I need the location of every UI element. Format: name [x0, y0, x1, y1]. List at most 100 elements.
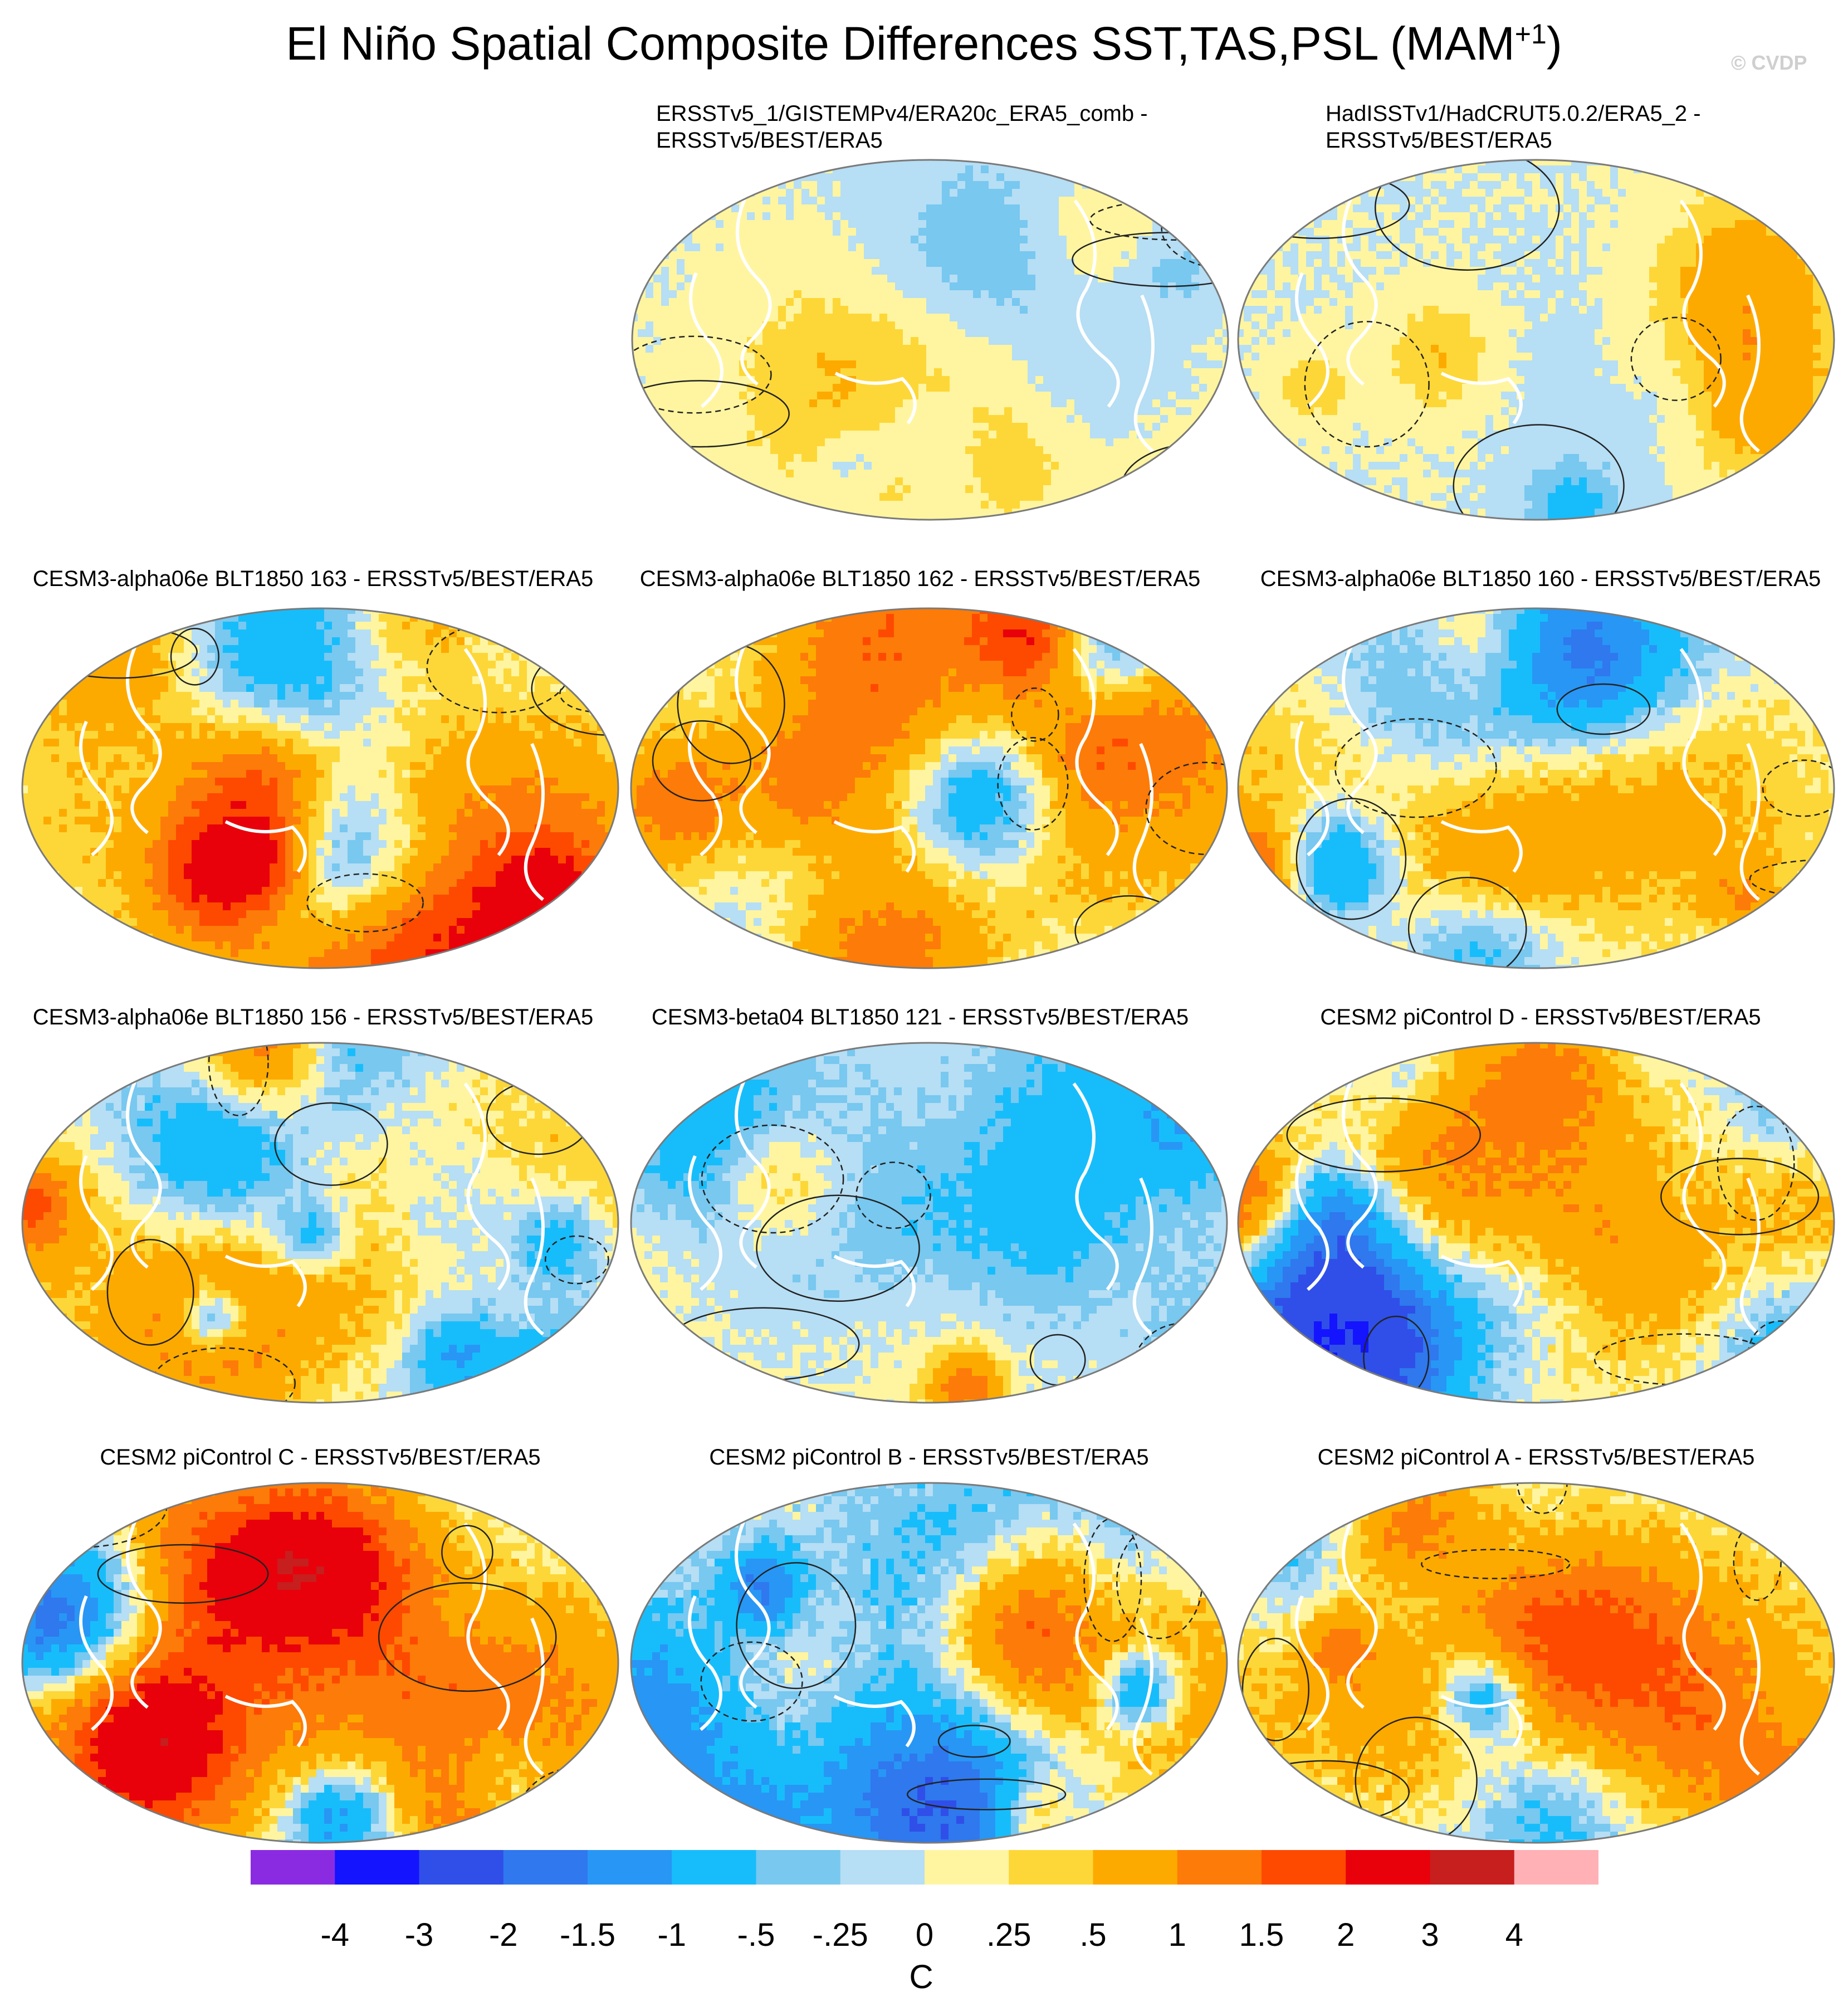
- field-cell: [1337, 251, 1346, 260]
- field-cell: [1275, 251, 1283, 260]
- field-cell: [677, 298, 685, 306]
- field-cell: [685, 368, 693, 377]
- field-cell: [1020, 282, 1028, 291]
- field-cell: [1696, 197, 1704, 205]
- field-cell: [1238, 204, 1244, 213]
- field-cell: [1199, 477, 1207, 486]
- field-cell: [1215, 485, 1223, 494]
- field-cell: [887, 197, 896, 205]
- field-cell: [1665, 275, 1673, 283]
- field-cell: [918, 189, 927, 197]
- field-cell: [1098, 470, 1106, 478]
- field-cell: [1462, 181, 1470, 189]
- field-cell: [1191, 275, 1200, 283]
- field-cell: [1283, 251, 1291, 260]
- field-cell: [692, 454, 701, 462]
- field-cell: [1439, 181, 1447, 189]
- field-cell: [700, 160, 708, 166]
- field-cell: [926, 509, 935, 517]
- field-cell: [1059, 314, 1067, 322]
- field-cell: [1314, 189, 1322, 197]
- field-cell: [1704, 173, 1712, 182]
- field-cell: [887, 407, 896, 416]
- field-cell: [1012, 290, 1020, 299]
- field-cell: [755, 454, 763, 462]
- field-cell: [1012, 470, 1020, 478]
- field-cell: [1051, 275, 1059, 283]
- field-cell: [1345, 220, 1353, 228]
- field-cell: [1602, 189, 1611, 197]
- field-cell: [887, 165, 896, 174]
- field-cell: [1090, 407, 1098, 416]
- field-cell: [1168, 337, 1176, 345]
- field-cell: [965, 415, 974, 423]
- field-cell: [825, 282, 833, 291]
- field-cell: [1121, 251, 1130, 260]
- field-cell: [1145, 228, 1153, 236]
- field-cell: [1129, 306, 1137, 314]
- field-cell: [973, 173, 981, 182]
- field-cell: [1074, 160, 1083, 166]
- field-cell: [723, 509, 732, 517]
- field-cell: [911, 470, 919, 478]
- field-cell: [1384, 197, 1392, 205]
- field-cell: [1298, 251, 1307, 260]
- field-cell: [848, 438, 857, 447]
- field-cell: [848, 353, 857, 361]
- field-cell: [638, 485, 646, 494]
- field-cell: [1376, 282, 1385, 291]
- field-cell: [989, 251, 997, 260]
- field-cell: [762, 493, 771, 501]
- field-cell: [708, 181, 716, 189]
- field-cell: [1090, 329, 1098, 338]
- field-cell: [747, 485, 755, 494]
- field-cell: [1145, 290, 1153, 299]
- field-cell: [1423, 228, 1431, 236]
- field-cell: [1829, 165, 1834, 174]
- field-cell: [918, 485, 927, 494]
- field-cell: [1090, 282, 1098, 291]
- field-cell: [1415, 275, 1424, 283]
- field-cell: [887, 173, 896, 182]
- field-cell: [1059, 212, 1067, 221]
- field-cell: [1051, 259, 1059, 267]
- field-cell: [918, 329, 927, 338]
- field-cell: [716, 470, 724, 478]
- field-cell: [1207, 509, 1215, 517]
- field-cell: [1829, 236, 1834, 244]
- field-cell: [848, 282, 857, 291]
- field-cell: [1137, 160, 1145, 166]
- field-cell: [778, 454, 786, 462]
- field-cell: [692, 501, 701, 509]
- field-cell: [879, 228, 888, 236]
- field-cell: [1704, 259, 1712, 267]
- field-cell: [848, 485, 857, 494]
- field-cell: [1439, 220, 1447, 228]
- field-cell: [1680, 275, 1689, 283]
- field-cell: [840, 314, 849, 322]
- field-cell: [1207, 477, 1215, 486]
- field-cell: [1493, 220, 1502, 228]
- field-cell: [1758, 228, 1767, 236]
- field-cell: [817, 228, 825, 236]
- field-cell: [1602, 204, 1611, 213]
- field-cell: [1152, 212, 1161, 221]
- field-cell: [1431, 267, 1439, 275]
- field-cell: [981, 212, 989, 221]
- field-cell: [848, 321, 857, 330]
- field-cell: [1376, 251, 1385, 260]
- field-cell: [1532, 181, 1541, 189]
- field-cell: [1035, 454, 1044, 462]
- field-cell: [794, 509, 802, 517]
- field-cell: [1152, 376, 1161, 384]
- field-cell: [965, 353, 974, 361]
- field-cell: [817, 321, 825, 330]
- field-cell: [1051, 181, 1059, 189]
- field-cell: [1829, 212, 1834, 221]
- field-cell: [1090, 399, 1098, 408]
- field-cell: [1012, 368, 1020, 377]
- field-cell: [685, 392, 693, 400]
- field-cell: [1524, 220, 1533, 228]
- field-cell: [1813, 189, 1821, 197]
- field-cell: [801, 321, 810, 330]
